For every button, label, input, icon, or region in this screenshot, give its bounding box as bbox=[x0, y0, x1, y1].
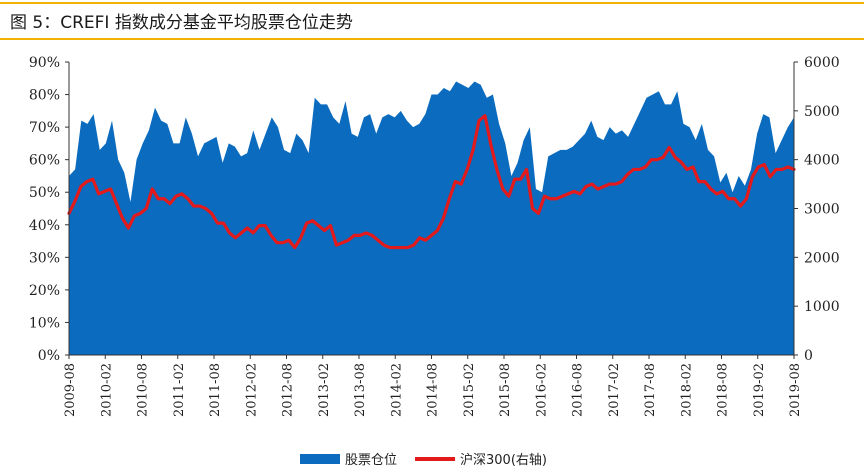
x-tick-label: 2014-08 bbox=[426, 363, 441, 417]
y-left-tick-label: 10% bbox=[29, 315, 60, 331]
figure-title: 图 5：CREFI 指数成分基金平均股票仓位走势 bbox=[10, 13, 353, 33]
legend-swatch-line bbox=[415, 456, 456, 461]
x-tick-label: 2018-08 bbox=[716, 363, 731, 417]
y-right-tick-label: 6000 bbox=[804, 55, 840, 71]
x-tick-label: 2009-08 bbox=[63, 363, 78, 417]
x-tick-label: 2018-02 bbox=[679, 363, 694, 417]
x-tick-label: 2012-02 bbox=[244, 363, 259, 417]
y-left-tick-label: 30% bbox=[29, 250, 60, 266]
x-tick-label: 2012-08 bbox=[281, 363, 296, 417]
y-right-tick-label: 5000 bbox=[804, 104, 840, 120]
x-tick-label: 2014-02 bbox=[389, 363, 404, 417]
series-area-stock-position bbox=[69, 81, 794, 355]
legend-label-stock-position: 股票仓位 bbox=[345, 453, 398, 468]
y-right-tick-label: 0 bbox=[804, 348, 813, 364]
y-left-tick-label: 50% bbox=[29, 185, 60, 201]
title-divider bbox=[0, 38, 864, 40]
x-tick-label: 2015-02 bbox=[462, 363, 477, 417]
y-right-tick-label: 2000 bbox=[804, 250, 840, 266]
y-left-tick-label: 70% bbox=[29, 120, 60, 136]
x-tick-label: 2016-08 bbox=[571, 363, 586, 417]
x-tick-label: 2017-02 bbox=[607, 363, 622, 417]
legend: 股票仓位 沪深300(右轴) bbox=[300, 449, 547, 468]
y-left-tick-label: 0% bbox=[38, 348, 60, 364]
x-tick-label: 2013-02 bbox=[317, 363, 332, 417]
x-tick-label: 2019-08 bbox=[788, 363, 803, 417]
y-left-tick-label: 60% bbox=[29, 153, 60, 169]
y-right-tick-label: 1000 bbox=[804, 299, 840, 315]
x-tick-label: 2019-02 bbox=[752, 363, 767, 417]
x-tick-label: 2010-02 bbox=[99, 363, 114, 417]
y-left-tick-label: 20% bbox=[29, 283, 60, 299]
y-left-tick-label: 40% bbox=[29, 218, 60, 234]
x-tick-label: 2016-02 bbox=[534, 363, 549, 417]
x-tick-label: 2017-08 bbox=[643, 363, 658, 417]
x-tick-label: 2011-08 bbox=[208, 363, 223, 417]
x-tick-label: 2011-02 bbox=[172, 363, 187, 417]
x-tick-label: 2010-08 bbox=[136, 363, 151, 417]
legend-item-stock-position: 股票仓位 bbox=[300, 449, 397, 468]
x-tick-label: 2015-08 bbox=[498, 363, 513, 417]
y-right-tick-label: 3000 bbox=[804, 202, 840, 218]
x-tick-label: 2013-08 bbox=[353, 363, 368, 417]
legend-item-csi300: 沪深300(右轴) bbox=[415, 449, 547, 468]
top-border bbox=[0, 2, 864, 4]
legend-label-csi300: 沪深300(右轴) bbox=[460, 453, 547, 468]
y-right-tick-label: 4000 bbox=[804, 153, 840, 169]
y-left-tick-label: 90% bbox=[29, 55, 60, 71]
y-left-tick-label: 80% bbox=[29, 88, 60, 104]
legend-swatch-area bbox=[300, 453, 340, 464]
series-line-csi300 bbox=[67, 114, 796, 250]
